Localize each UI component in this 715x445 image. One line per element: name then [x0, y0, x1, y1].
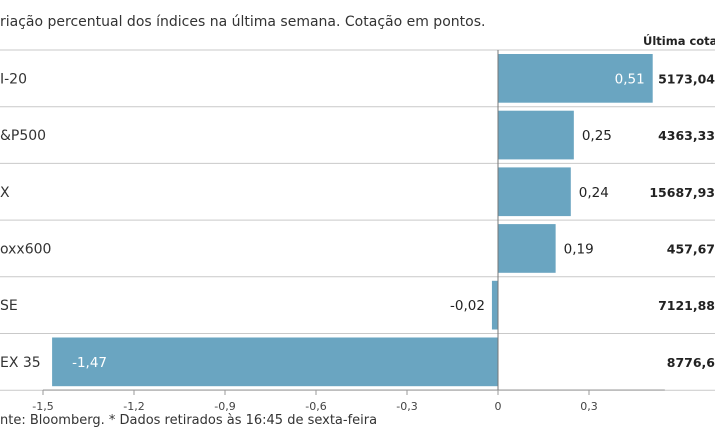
bar-0	[498, 54, 653, 103]
last-close-value: 457,67	[667, 241, 715, 256]
category-label: oxx600	[0, 241, 51, 257]
x-tick-label: -1,2	[123, 400, 144, 413]
category-label: SE	[0, 298, 18, 314]
value-label: 0,19	[564, 241, 594, 257]
bar-4	[491, 280, 498, 330]
value-label: -0,02	[450, 298, 485, 314]
last-close-value: 7121,88	[658, 298, 715, 313]
x-tick-label: 0,3	[580, 400, 598, 413]
last-close-value: 5173,04	[658, 71, 715, 86]
bar-1	[498, 110, 574, 160]
value-label: -1,47	[72, 355, 107, 371]
value-label: 0,51	[615, 71, 645, 87]
x-tick-label: -0,3	[396, 400, 417, 413]
bar-5	[52, 337, 498, 387]
x-tick-label: 0	[495, 400, 502, 413]
chart-subtitle: riação percentual dos índices na última …	[0, 14, 486, 30]
x-tick-label: -0,6	[305, 400, 326, 413]
category-label: &P500	[0, 128, 46, 144]
bar-3	[498, 224, 556, 273]
bar-2	[498, 167, 571, 217]
category-label: I-20	[0, 71, 27, 87]
value-label: 0,25	[582, 128, 612, 144]
source-footnote: nte: Bloomberg. * Dados retirados às 16:…	[0, 413, 378, 428]
last-close-value: 15687,93	[649, 185, 715, 200]
value-label: 0,24	[579, 185, 609, 201]
category-label: EX 35	[0, 355, 41, 371]
last-close-column-header: Última cotaç	[643, 34, 715, 48]
x-tick-label: -1,5	[32, 400, 53, 413]
x-tick-label: -0,9	[214, 400, 235, 413]
last-close-value: 4363,33	[658, 128, 715, 143]
category-label: X	[0, 185, 10, 201]
last-close-value: 8776,6	[667, 355, 715, 370]
